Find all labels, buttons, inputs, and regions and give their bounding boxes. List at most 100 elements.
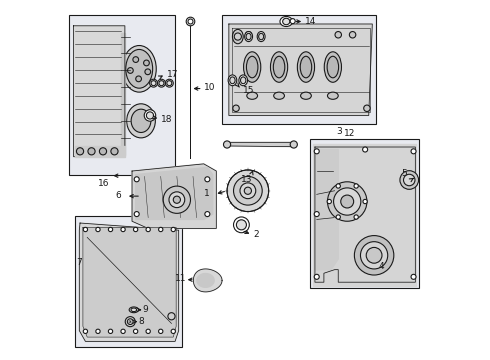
Circle shape — [133, 329, 138, 333]
Circle shape — [134, 177, 139, 182]
Polygon shape — [84, 228, 175, 336]
Circle shape — [169, 192, 185, 208]
Circle shape — [157, 79, 166, 87]
Circle shape — [127, 319, 133, 324]
Circle shape — [236, 220, 246, 230]
Polygon shape — [229, 24, 372, 116]
Circle shape — [83, 227, 88, 231]
Circle shape — [133, 227, 138, 231]
Circle shape — [96, 227, 100, 231]
Circle shape — [146, 227, 150, 231]
Circle shape — [336, 184, 341, 188]
Ellipse shape — [257, 32, 265, 41]
Circle shape — [99, 148, 107, 155]
Ellipse shape — [126, 104, 155, 138]
Circle shape — [234, 176, 262, 205]
Circle shape — [223, 141, 231, 148]
Text: 16: 16 — [98, 179, 109, 188]
Text: 10: 10 — [204, 83, 215, 92]
Circle shape — [111, 148, 118, 155]
Polygon shape — [225, 142, 295, 147]
Circle shape — [400, 171, 418, 189]
Text: 14: 14 — [305, 17, 317, 26]
Circle shape — [145, 69, 150, 75]
Circle shape — [245, 187, 251, 194]
Circle shape — [314, 212, 319, 217]
Circle shape — [354, 235, 394, 275]
Ellipse shape — [280, 17, 293, 27]
Ellipse shape — [246, 33, 251, 40]
Circle shape — [336, 215, 341, 219]
Circle shape — [354, 184, 358, 188]
Circle shape — [354, 215, 358, 219]
Circle shape — [133, 57, 139, 62]
Ellipse shape — [126, 49, 153, 88]
Polygon shape — [122, 33, 125, 155]
Polygon shape — [194, 269, 222, 292]
Text: 17: 17 — [167, 70, 178, 79]
Circle shape — [363, 147, 368, 152]
Circle shape — [366, 247, 382, 263]
Polygon shape — [136, 167, 213, 220]
Text: 3: 3 — [337, 127, 342, 136]
Ellipse shape — [239, 75, 247, 86]
Circle shape — [290, 19, 295, 24]
Circle shape — [327, 182, 367, 221]
Circle shape — [363, 199, 368, 204]
Text: 13: 13 — [242, 175, 253, 184]
Ellipse shape — [327, 92, 338, 99]
Circle shape — [83, 329, 88, 333]
Circle shape — [290, 141, 297, 148]
Circle shape — [171, 227, 175, 231]
Ellipse shape — [327, 56, 339, 78]
Polygon shape — [74, 26, 125, 157]
Circle shape — [147, 112, 153, 119]
Circle shape — [233, 105, 239, 112]
Circle shape — [186, 17, 195, 26]
Circle shape — [240, 183, 256, 199]
Circle shape — [163, 186, 191, 213]
Text: 4: 4 — [379, 262, 384, 271]
Polygon shape — [79, 223, 179, 341]
Circle shape — [108, 329, 113, 333]
Ellipse shape — [244, 52, 261, 82]
FancyBboxPatch shape — [221, 15, 376, 125]
Text: 18: 18 — [161, 114, 172, 123]
Circle shape — [121, 329, 125, 333]
Circle shape — [327, 199, 331, 204]
Circle shape — [334, 188, 361, 215]
Circle shape — [234, 33, 242, 40]
Polygon shape — [315, 149, 338, 270]
Circle shape — [144, 60, 149, 66]
Circle shape — [159, 81, 164, 86]
Text: 5: 5 — [401, 169, 407, 178]
Polygon shape — [197, 274, 214, 287]
Circle shape — [234, 217, 249, 233]
Circle shape — [96, 329, 100, 333]
Ellipse shape — [274, 92, 285, 99]
Ellipse shape — [131, 109, 151, 132]
Circle shape — [76, 148, 84, 155]
Text: 2: 2 — [253, 230, 259, 239]
Circle shape — [349, 32, 356, 38]
Circle shape — [171, 329, 175, 333]
Circle shape — [314, 274, 319, 279]
Polygon shape — [74, 146, 125, 157]
Ellipse shape — [245, 32, 252, 41]
Text: 15: 15 — [243, 86, 254, 95]
Ellipse shape — [324, 52, 342, 82]
Text: 11: 11 — [175, 274, 187, 283]
Text: 1: 1 — [204, 189, 210, 198]
Ellipse shape — [228, 75, 237, 86]
Text: 7: 7 — [76, 258, 81, 267]
Circle shape — [168, 313, 175, 320]
Ellipse shape — [122, 45, 156, 92]
Ellipse shape — [232, 30, 243, 44]
Ellipse shape — [131, 308, 137, 312]
Circle shape — [233, 32, 239, 38]
Circle shape — [108, 227, 113, 231]
Ellipse shape — [270, 52, 288, 82]
Circle shape — [125, 317, 135, 327]
Circle shape — [403, 174, 415, 186]
Circle shape — [159, 329, 163, 333]
